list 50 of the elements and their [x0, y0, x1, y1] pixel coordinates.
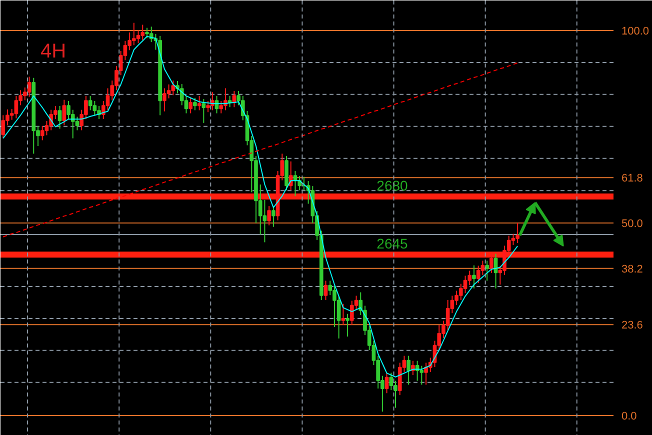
candlestick	[70, 109, 75, 139]
candlestick	[166, 84, 171, 99]
candlestick	[132, 22, 136, 46]
candlestick	[324, 280, 328, 300]
candlestick	[202, 98, 206, 124]
candlestick	[262, 199, 267, 243]
y-tick-label: 23.6	[622, 320, 643, 332]
y-tick-label: 38.2	[622, 263, 643, 276]
candlestick	[389, 372, 394, 391]
y-tick-label: 100.0	[622, 26, 650, 38]
candlestick	[75, 116, 80, 131]
candlestick	[171, 80, 176, 96]
candlestick	[188, 97, 193, 114]
candlestick	[384, 372, 389, 394]
candlestick	[140, 24, 145, 41]
candlestick	[193, 97, 197, 111]
candlestick	[40, 125, 44, 141]
candlestick	[516, 222, 520, 244]
candlestick	[136, 30, 140, 44]
y-tick-label: 61.8	[622, 172, 643, 185]
candlestick	[406, 355, 410, 386]
candlestick	[162, 88, 166, 112]
line-series	[2, 62, 518, 238]
candlestick	[346, 313, 350, 338]
candlestick	[420, 365, 424, 386]
candlestick	[1, 114, 6, 139]
text: 4H	[40, 40, 66, 62]
candlestick	[92, 100, 97, 116]
candlestick	[288, 160, 293, 191]
candlestick	[463, 275, 468, 294]
candlestick	[458, 283, 463, 300]
candlestick	[14, 95, 18, 119]
candlestick	[219, 100, 224, 114]
candlestick	[197, 95, 202, 111]
candlestick	[272, 206, 276, 228]
candlestick	[480, 260, 485, 276]
candlestick	[62, 99, 66, 126]
candlestick	[58, 105, 62, 130]
candlestick	[341, 303, 346, 326]
candlestick	[106, 88, 110, 111]
candlestick	[267, 206, 271, 226]
candlestick	[485, 260, 489, 282]
candlestick	[350, 300, 354, 326]
candlestick	[472, 264, 476, 289]
annotation: 2680	[376, 177, 408, 194]
annotation: 2645	[376, 236, 408, 252]
y-tick-label: 0.0	[622, 410, 637, 422]
y-tick-label: 50.0	[622, 218, 643, 230]
candlestick	[88, 95, 92, 111]
candlestick	[446, 299, 450, 331]
